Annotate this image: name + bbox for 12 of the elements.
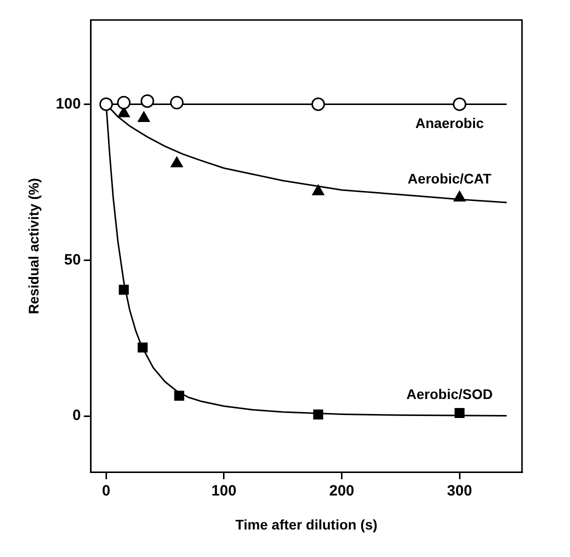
- y-axis-title: Residual activity (%): [25, 178, 42, 314]
- y-tick-label: 0: [72, 407, 81, 424]
- series-label: Aerobic/SOD: [406, 386, 493, 402]
- y-tick-label: 100: [56, 95, 81, 112]
- y-tick-label: 50: [64, 251, 81, 268]
- series-label: Anaerobic: [415, 115, 484, 132]
- x-tick-label: 100: [211, 482, 236, 500]
- x-tick-label: 0: [102, 482, 110, 500]
- x-tick-label: 200: [329, 482, 354, 500]
- x-tick-label: 300: [447, 482, 472, 500]
- x-axis-title: Time after dilution (s): [235, 516, 378, 532]
- series-label: Aerobic/CAT: [408, 170, 492, 187]
